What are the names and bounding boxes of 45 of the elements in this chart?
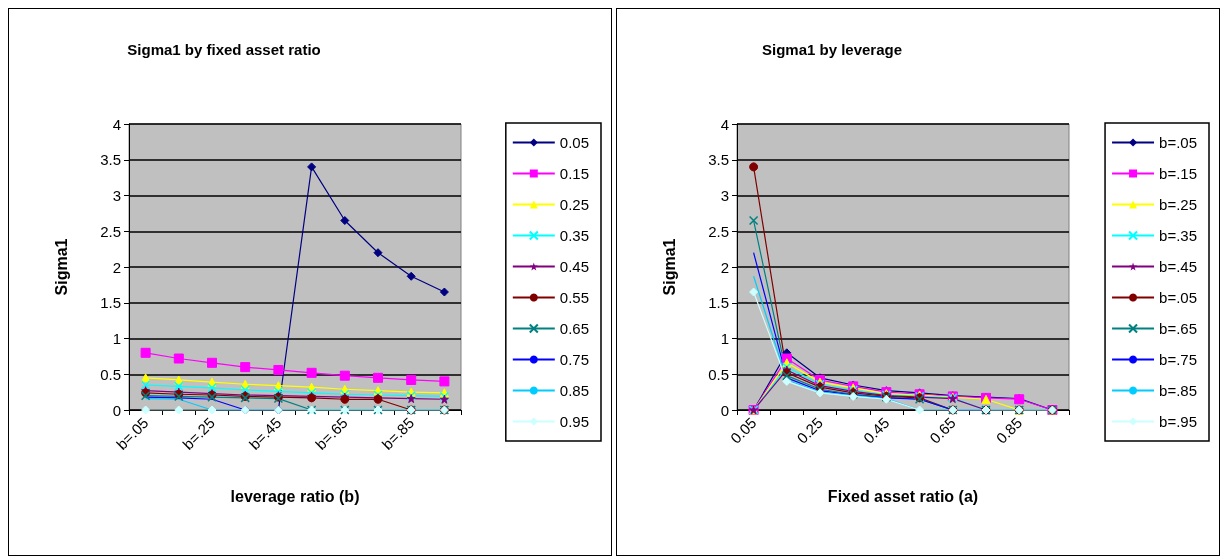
legend-label: 0.25 — [559, 196, 590, 213]
legend-label: b=.15 — [1159, 165, 1198, 182]
y-tick-label: 0.5 — [100, 365, 121, 383]
y-tick-label: 2.5 — [100, 222, 121, 240]
y-tick-label: 1.5 — [100, 294, 121, 312]
legend-label: 0.15 — [559, 165, 590, 182]
y-tick-label: 0.5 — [708, 365, 729, 383]
legend-label: b=.05 — [1159, 289, 1198, 306]
legend-label: b=.35 — [1159, 227, 1198, 244]
legend-label: b=.85 — [1159, 382, 1198, 399]
legend-label: 0.85 — [559, 382, 590, 399]
chart-title: Sigma1 by leverage — [761, 41, 903, 58]
legend-label: 0.35 — [559, 227, 590, 244]
y-tick-label: 3.5 — [708, 151, 729, 169]
y-axis-title: Sigma1 — [52, 238, 70, 296]
legend-label: 0.75 — [559, 351, 590, 368]
legend-label: b=.95 — [1159, 413, 1198, 430]
y-tick-label: 3 — [112, 187, 121, 204]
y-tick-label: 1.5 — [708, 294, 729, 312]
y-tick-label: 0 — [720, 401, 729, 419]
y-tick-label: 4 — [112, 115, 121, 133]
legend-label: b=.25 — [1159, 196, 1198, 213]
y-tick-label: 4 — [720, 115, 729, 133]
x-axis-title: leverage ratio (b) — [230, 487, 360, 505]
legend-label: 0.45 — [559, 258, 590, 275]
y-tick-label: 0 — [112, 401, 121, 419]
y-tick-label: 2.5 — [708, 222, 729, 240]
legend-label: b=.75 — [1159, 351, 1198, 368]
y-tick-label: 1 — [112, 330, 121, 347]
y-tick-label: 3 — [720, 187, 729, 204]
legend-label: b=.05 — [1159, 134, 1198, 151]
legend-label: 0.05 — [559, 134, 590, 151]
legend-label: b=.45 — [1159, 258, 1198, 275]
y-tick-label: 1 — [720, 330, 729, 347]
y-tick-label: 3.5 — [100, 151, 121, 169]
legend-label: b=.65 — [1159, 320, 1198, 337]
legend-label: 0.95 — [559, 413, 590, 430]
x-axis-title: Fixed asset ratio (a) — [827, 487, 979, 505]
y-axis-title: Sigma1 — [660, 238, 678, 296]
x-tick-label: 0.85 — [992, 413, 1026, 447]
legend-label: 0.55 — [559, 289, 590, 306]
chart-title: Sigma1 by fixed asset ratio — [127, 41, 321, 58]
y-tick-label: 2 — [720, 258, 729, 276]
y-tick-label: 2 — [112, 258, 121, 276]
legend-label: 0.65 — [559, 320, 590, 337]
